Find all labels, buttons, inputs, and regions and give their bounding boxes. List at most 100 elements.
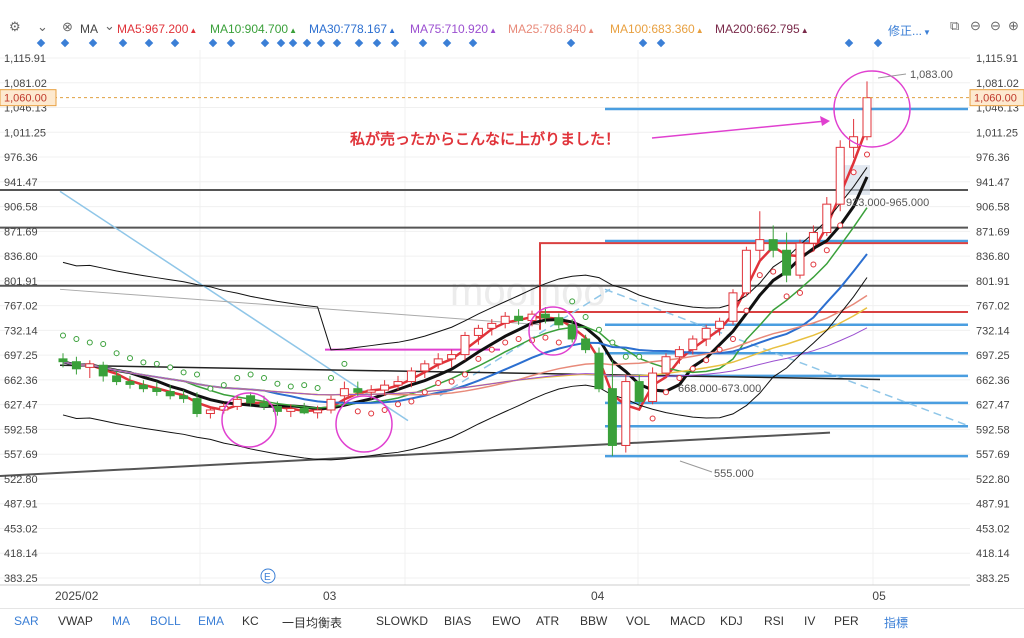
price-tick-label: 906.58 [4,202,38,214]
indicator-tab[interactable]: VOL [626,614,651,628]
sar-dot [663,389,669,396]
high-leader [877,73,907,79]
price-tick-label: 557.69 [4,449,38,461]
indicator-tab[interactable]: KC [242,614,259,628]
indicator-tab[interactable]: EMA [198,614,225,628]
highlight-circle [528,306,578,356]
sar-dot [797,289,803,296]
indicator-tab[interactable]: SLOWKD [376,614,429,628]
ma200-line [59,364,881,381]
sar-dot [153,360,160,367]
sar-dot [234,375,241,382]
sar-dot [582,313,589,320]
candle-body [313,409,323,414]
indicator-tab[interactable]: 指標 [884,616,909,630]
indicator-select[interactable]: MA [80,22,98,36]
ma-legend-item[interactable]: MA75:710.920▲ [410,22,497,36]
current-price-badge-right: 1,060.00 [969,89,1024,107]
price-tick-label: 906.58 [976,202,1010,214]
candle-body [71,361,81,370]
sar-dot [689,365,696,372]
ma-legend-item[interactable]: MA10:904.700▲ [210,22,297,36]
price-tick-label: 418.14 [4,548,38,560]
price-tick-label: 941.47 [4,177,38,189]
indicator-tab[interactable]: ATR [536,614,560,628]
time-tick-label: 04 [591,589,605,603]
indicator-tab[interactable]: BOLL [150,614,181,628]
sar-dot [140,359,147,366]
ma-legend-item[interactable]: MA25:786.840▲ [508,22,595,36]
candle-body [487,322,497,329]
indicator-tab[interactable]: MA [112,614,130,628]
lower-band [62,277,868,461]
sar-dot [73,335,80,342]
annotations: 私が売ったからこんなに上がりました！ 1,083.00 555.000 923.… [221,69,953,480]
highlight-circle [221,392,277,448]
sar-dot [475,355,482,362]
indicator-tab[interactable]: BBW [580,614,608,628]
price-tick-label: 732.14 [4,325,38,337]
indicator-tab[interactable]: 一目均衡表 [282,616,343,630]
ma-legend-item[interactable]: MA30:778.167▲ [309,22,396,36]
price-tick-label: 697.25 [4,350,38,362]
candle-body [808,232,818,244]
indicator-tab[interactable]: RSI [764,614,785,628]
zoom-out-icon[interactable]: ⊖ [990,18,1001,33]
channel-line [59,288,541,326]
sar-dot [569,298,576,305]
chart-settings-icon[interactable]: ⧉ [950,18,960,33]
earnings-marker[interactable]: E [260,568,276,584]
sar-dot [194,371,200,378]
indicator-tab[interactable]: EWO [492,614,521,628]
indicator-tab[interactable]: IV [804,614,816,628]
indicator-tab[interactable]: BIAS [444,614,472,628]
price-tick-label: 1,115.91 [976,53,1018,65]
moving-average-line [62,327,868,396]
zoom-in-icon[interactable]: ⊕ [1008,18,1019,33]
candle-body [795,242,805,276]
candle-body [380,384,390,391]
price-tick-label: 383.25 [976,573,1010,585]
sar-dots [60,151,870,422]
uptrend-dashed [439,288,611,397]
price-tick-label: 662.36 [4,375,38,387]
price-tick-label: 662.36 [976,375,1010,387]
candle-body [246,395,256,404]
correction-select[interactable]: 修正...▼ [888,24,931,38]
price-tick-label: 383.25 [4,573,38,585]
indicator-tab[interactable]: SAR [14,614,39,628]
price-tick-label: 1,081.02 [976,78,1019,90]
indicator-tab[interactable]: VWAP [58,614,93,628]
sar-dot [676,375,683,382]
sar-dot [341,360,348,367]
price-tick-label: 1,115.91 [4,53,46,65]
ma-legend-item[interactable]: MA100:683.360▲ [610,22,704,36]
arrow-head [820,116,830,126]
candle-body [715,320,725,329]
sar-dot [596,326,602,333]
sar-dot [649,415,656,422]
sar-dot [127,355,133,362]
minimize-icon[interactable]: ⊖ [970,18,981,33]
candle-body [259,402,269,407]
time-tick-label: 2025/02 [55,589,99,603]
chevron-down-icon[interactable]: ⌄ [37,19,48,34]
candle-body [621,381,631,446]
candle-body [339,388,349,397]
ma-legend-item[interactable]: MA200:662.795▲ [715,22,809,36]
close-circle-icon[interactable]: ⊗ [62,19,73,34]
candlestick-chart[interactable]: moomoo 私が売ったからこんなに上がりました！ 1,083.00 555.0… [0,0,1024,608]
high-label: 1,083.00 [910,69,953,81]
candle-body [192,398,202,415]
candle-body [648,372,658,402]
ma-legend-item[interactable]: MA5:967.200▲ [117,22,197,36]
sar-dot [488,346,495,353]
chevron-down-icon[interactable]: ⌄ [104,18,115,33]
candle-body [688,338,698,351]
indicator-tab[interactable]: PER [834,614,859,628]
indicator-tab[interactable]: MACD [670,614,706,628]
indicator-tab[interactable]: KDJ [720,614,743,628]
range-label-lower: 668.000-673.000 [678,383,761,395]
gear-icon[interactable]: ⚙ [9,19,21,34]
price-tick-label: 453.02 [976,523,1010,535]
